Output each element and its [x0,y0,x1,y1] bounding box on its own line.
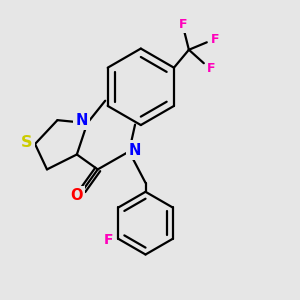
Text: F: F [179,18,187,31]
Text: N: N [129,142,141,158]
Text: F: F [104,233,114,247]
Text: O: O [70,188,83,203]
Text: F: F [211,33,219,46]
Text: S: S [21,135,32,150]
Text: N: N [75,112,88,128]
Text: F: F [207,62,215,75]
